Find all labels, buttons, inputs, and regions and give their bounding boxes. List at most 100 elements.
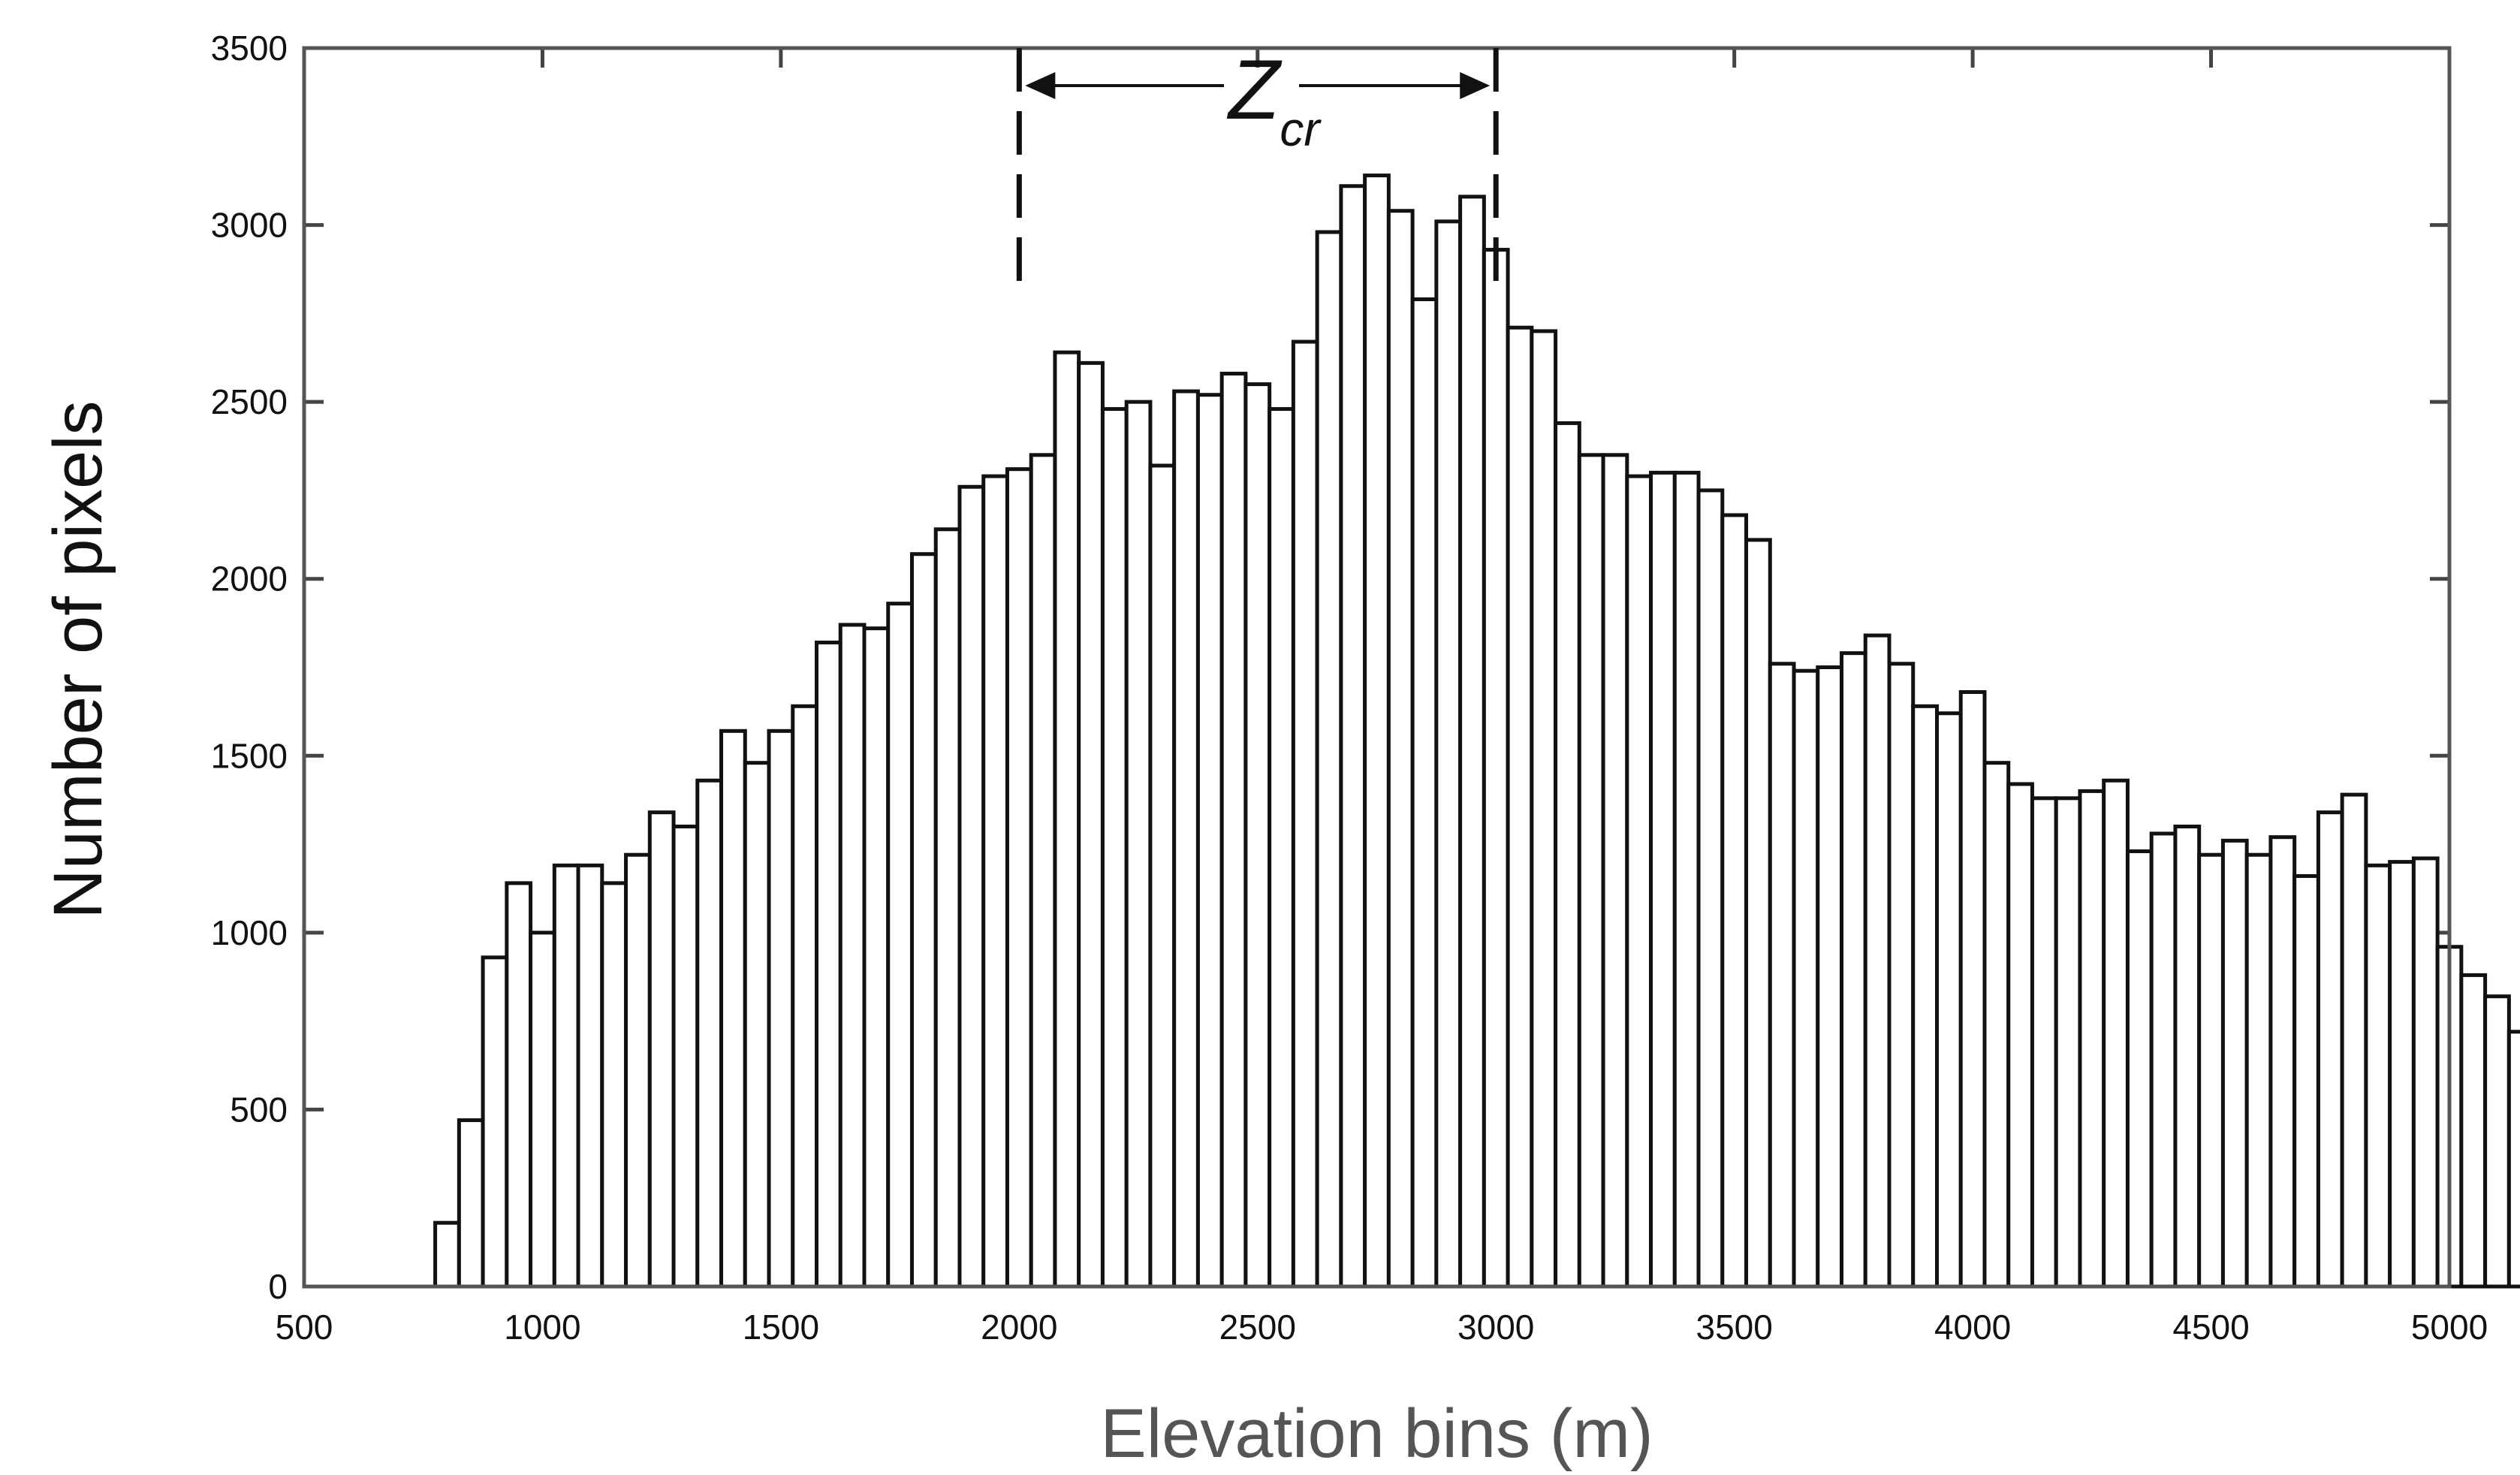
histogram-bar xyxy=(1696,488,1725,1289)
histogram-bar xyxy=(505,881,533,1289)
histogram-bar xyxy=(2102,778,2130,1289)
histogram-bar xyxy=(767,728,795,1289)
histogram-bar xyxy=(2316,810,2344,1289)
histogram-bar xyxy=(743,761,771,1289)
histogram-bar xyxy=(2220,838,2249,1289)
y-tick-label: 1500 xyxy=(211,736,288,775)
histogram-bar xyxy=(1863,633,1892,1289)
histogram-bars xyxy=(433,173,2520,1289)
histogram-bar xyxy=(933,527,962,1289)
histogram-bar xyxy=(2268,835,2297,1289)
histogram-bar xyxy=(1195,393,1224,1289)
histogram-bar xyxy=(2292,873,2320,1289)
x-tick-label: 5000 xyxy=(2411,1308,2488,1347)
histogram-bar xyxy=(1720,513,1749,1289)
histogram-bar xyxy=(719,728,747,1289)
histogram-bar xyxy=(957,484,986,1289)
histogram-bar xyxy=(1172,389,1200,1289)
histogram-bar xyxy=(600,881,628,1289)
y-tick-labels: 0 500 1000 1500 2000 2500 3000 3500 xyxy=(211,29,288,1306)
histogram-bar xyxy=(2459,973,2488,1289)
histogram-bar xyxy=(457,1118,485,1289)
histogram-bar xyxy=(1506,325,1534,1289)
histogram-bar xyxy=(1792,668,1820,1289)
histogram-bar xyxy=(1268,407,1295,1289)
histogram-bar xyxy=(2364,863,2392,1289)
arrow-right-icon xyxy=(1460,72,1491,99)
histogram-bar xyxy=(1243,382,1272,1289)
histogram-bar xyxy=(1291,339,1319,1289)
histogram-bar xyxy=(695,778,724,1289)
x-tick-label: 1000 xyxy=(504,1308,580,1347)
histogram-bar xyxy=(1840,651,1867,1289)
histogram-bar xyxy=(1982,761,2011,1289)
histogram-bar xyxy=(1386,209,1415,1289)
histogram-bar xyxy=(2173,825,2202,1289)
zcr-label-subscript: cr xyxy=(1280,102,1322,156)
histogram-bar xyxy=(1363,173,1391,1289)
histogram-bar xyxy=(552,863,580,1289)
y-tick-label: 1000 xyxy=(211,913,288,952)
histogram-bar xyxy=(2054,796,2082,1289)
y-axis-label: Number of pixels xyxy=(40,400,116,918)
histogram-bar xyxy=(1434,219,1463,1289)
arrow-left-icon xyxy=(1025,72,1056,99)
histogram-bar xyxy=(2244,852,2273,1289)
histogram-bar xyxy=(815,641,843,1289)
histogram-bar xyxy=(2483,994,2511,1289)
zcr-label: Zcr xyxy=(1226,43,1322,156)
histogram-bar xyxy=(1649,470,1677,1289)
x-tick-label: 4500 xyxy=(2172,1308,2249,1347)
histogram-bar xyxy=(2197,852,2225,1289)
histogram-bar xyxy=(981,474,1009,1289)
histogram-bar xyxy=(1100,407,1129,1289)
histogram-bar xyxy=(2030,796,2058,1289)
y-tick-label: 3500 xyxy=(211,29,288,68)
histogram-bar xyxy=(1768,662,1796,1289)
histogram-bar xyxy=(1625,474,1653,1289)
histogram-bar xyxy=(2078,789,2106,1289)
histogram-bar xyxy=(433,1220,461,1289)
x-tick-label: 1500 xyxy=(743,1308,819,1347)
histogram-bar xyxy=(1672,470,1701,1289)
x-tick-labels: 500 1000 1500 2000 2500 3000 3500 4000 4500 5000 xyxy=(276,1308,2488,1347)
histogram-bar xyxy=(909,552,938,1289)
x-tick-label: 3500 xyxy=(1696,1308,1772,1347)
histogram-bar xyxy=(2411,856,2440,1289)
histogram-bar xyxy=(1339,184,1367,1289)
histogram-bar xyxy=(1934,711,1963,1289)
histogram-bar xyxy=(1911,704,1939,1289)
histogram-bar xyxy=(1816,665,1844,1289)
histogram-bar xyxy=(2388,860,2416,1289)
y-tick-label: 3000 xyxy=(211,206,288,245)
x-tick-label: 500 xyxy=(276,1308,333,1347)
x-tick-label: 4000 xyxy=(1934,1308,2011,1347)
y-tick-label: 0 xyxy=(268,1267,288,1306)
histogram-bar xyxy=(1530,329,1558,1289)
histogram-bar xyxy=(886,602,914,1289)
y-tick-label: 2500 xyxy=(211,382,288,421)
histogram-bar xyxy=(1458,195,1486,1289)
y-tick-label: 2000 xyxy=(211,560,288,599)
histogram-bar xyxy=(2340,792,2368,1289)
histogram-bar xyxy=(862,626,891,1289)
histogram-bar xyxy=(838,623,867,1289)
histogram-bar xyxy=(2149,831,2178,1289)
x-tick-label: 2500 xyxy=(1219,1308,1296,1347)
histogram-bar xyxy=(1077,360,1105,1289)
x-tick-label: 2000 xyxy=(981,1308,1057,1347)
histogram-bar xyxy=(1601,453,1629,1289)
histogram-bar xyxy=(1410,297,1439,1289)
histogram-bar xyxy=(1005,467,1033,1289)
histogram-bar xyxy=(647,810,676,1289)
histogram-bar xyxy=(1219,371,1248,1289)
histogram-bar xyxy=(576,863,604,1289)
histogram-bar xyxy=(481,955,509,1289)
plot-frame xyxy=(302,46,2452,1289)
histogram-bar xyxy=(624,852,652,1289)
histogram-bar xyxy=(2506,1030,2520,1289)
histogram-bar xyxy=(1887,662,1916,1289)
x-tick-label: 3000 xyxy=(1457,1308,1534,1347)
zcr-annotation: Zcr xyxy=(1016,43,1499,297)
